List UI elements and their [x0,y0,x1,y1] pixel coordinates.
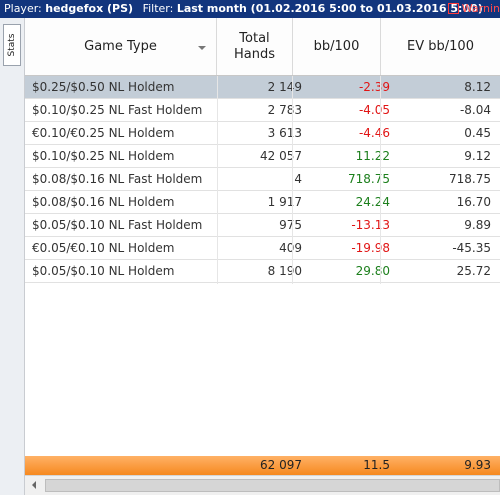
stats-table: Game Type Total Hands bb/100 EV bb/100 $… [25,18,500,475]
warning-checkbox[interactable] [447,3,459,14]
cell-ev-bb100: 718.75 [449,172,491,186]
scrollbar-thumb[interactable] [45,479,500,492]
stats-tab-label: Stats [7,33,17,57]
cell-total-hands: 1 917 [267,195,302,209]
sort-dropdown-icon[interactable] [198,46,206,50]
cell-ev-bb100: 16.70 [456,195,491,209]
total-hands: 62 097 [260,458,302,472]
cell-total-hands: 42 057 [260,149,302,163]
cell-game-type: $0.10/$0.25 NL Holdem [32,149,175,163]
cell-total-hands: 4 [294,172,302,186]
cell-total-hands: 2 149 [267,80,302,94]
cell-ev-bb100: 25.72 [456,264,491,278]
totals-row: 62 097 11.5 9.93 [25,456,500,475]
cell-ev-bb100: 9.12 [464,149,491,163]
column-divider [380,76,381,284]
cell-bb100: 29.80 [355,264,390,278]
cell-total-hands: 409 [279,241,302,255]
table-row[interactable]: €0.10/€0.25 NL Holdem 3 613 -4.46 0.45 [25,122,500,145]
cell-ev-bb100: -45.35 [452,241,491,255]
cell-game-type: $0.08/$0.16 NL Fast Holdem [32,172,203,186]
cell-bb100: -4.05 [358,103,390,117]
column-divider [292,76,293,284]
cell-game-type: €0.10/€0.25 NL Holdem [32,126,175,140]
column-header-game-type[interactable]: Game Type [25,18,217,75]
column-header-ev-bb100[interactable]: EV bb/100 [381,18,500,75]
cell-game-type: $0.10/$0.25 NL Fast Holdem [32,103,203,117]
table-row[interactable]: $0.25/$0.50 NL Holdem 2 149 -2.39 8.12 [25,76,500,99]
cell-total-hands: 2 783 [267,103,302,117]
filter-bar: Player: hedgefox (PS) Filter: Last month… [0,0,500,18]
cell-game-type: $0.08/$0.16 NL Holdem [32,195,175,209]
table-row[interactable]: €0.05/€0.10 NL Holdem 409 -19.98 -45.35 [25,237,500,260]
cell-ev-bb100: -8.04 [459,103,491,117]
scroll-left-icon[interactable] [32,481,36,489]
cell-ev-bb100: 8.12 [464,80,491,94]
player-label: Player: [4,2,42,15]
cell-total-hands: 8 190 [267,264,302,278]
cell-ev-bb100: 0.45 [464,126,491,140]
table-row[interactable]: $0.05/$0.10 NL Fast Holdem 975 -13.13 9.… [25,214,500,237]
cell-total-hands: 3 613 [267,126,302,140]
total-ev-bb100: 9.93 [464,458,491,472]
column-header-label: Total Hands [233,30,275,62]
cell-bb100: -13.13 [351,218,390,232]
cell-game-type: $0.25/$0.50 NL Holdem [32,80,175,94]
column-header-label: bb/100 [313,38,360,54]
column-divider [217,76,218,284]
cell-bb100: -4.46 [358,126,390,140]
column-header-bb100[interactable]: bb/100 [293,18,381,75]
warnings-label: Warnin [461,1,500,15]
column-header-label: EV bb/100 [407,38,474,54]
cell-bb100: -19.98 [351,241,390,255]
table-row[interactable]: $0.10/$0.25 NL Holdem 42 057 11.22 9.12 [25,145,500,168]
cell-bb100: -2.39 [358,80,390,94]
cell-game-type: €0.05/€0.10 NL Holdem [32,241,175,255]
table-row[interactable]: $0.10/$0.25 NL Fast Holdem 2 783 -4.05 -… [25,99,500,122]
column-header-label: Game Type [84,38,157,54]
player-value: hedgefox (PS) [45,2,134,15]
filter-value: Last month (01.02.2016 5:00 to 01.03.201… [176,2,483,15]
cell-bb100: 718.75 [348,172,390,186]
stats-tab[interactable]: Stats [3,24,21,66]
horizontal-scrollbar[interactable] [25,475,500,495]
table-header: Game Type Total Hands bb/100 EV bb/100 [25,18,500,76]
filter-label: Filter: [142,2,174,15]
cell-bb100: 24.24 [355,195,390,209]
table-row[interactable]: $0.08/$0.16 NL Fast Holdem 4 718.75 718.… [25,168,500,191]
total-bb100: 11.5 [363,458,390,472]
side-panel: Stats [0,18,25,495]
table-row[interactable]: $0.08/$0.16 NL Holdem 1 917 24.24 16.70 [25,191,500,214]
cell-ev-bb100: 9.89 [464,218,491,232]
cell-total-hands: 975 [279,218,302,232]
warnings-toggle[interactable]: Warnin [447,1,500,16]
table-row[interactable]: $0.05/$0.10 NL Holdem 8 190 29.80 25.72 [25,260,500,283]
cell-game-type: $0.05/$0.10 NL Fast Holdem [32,218,203,232]
column-header-total-hands[interactable]: Total Hands [217,18,293,75]
cell-game-type: $0.05/$0.10 NL Holdem [32,264,175,278]
cell-bb100: 11.22 [355,149,390,163]
